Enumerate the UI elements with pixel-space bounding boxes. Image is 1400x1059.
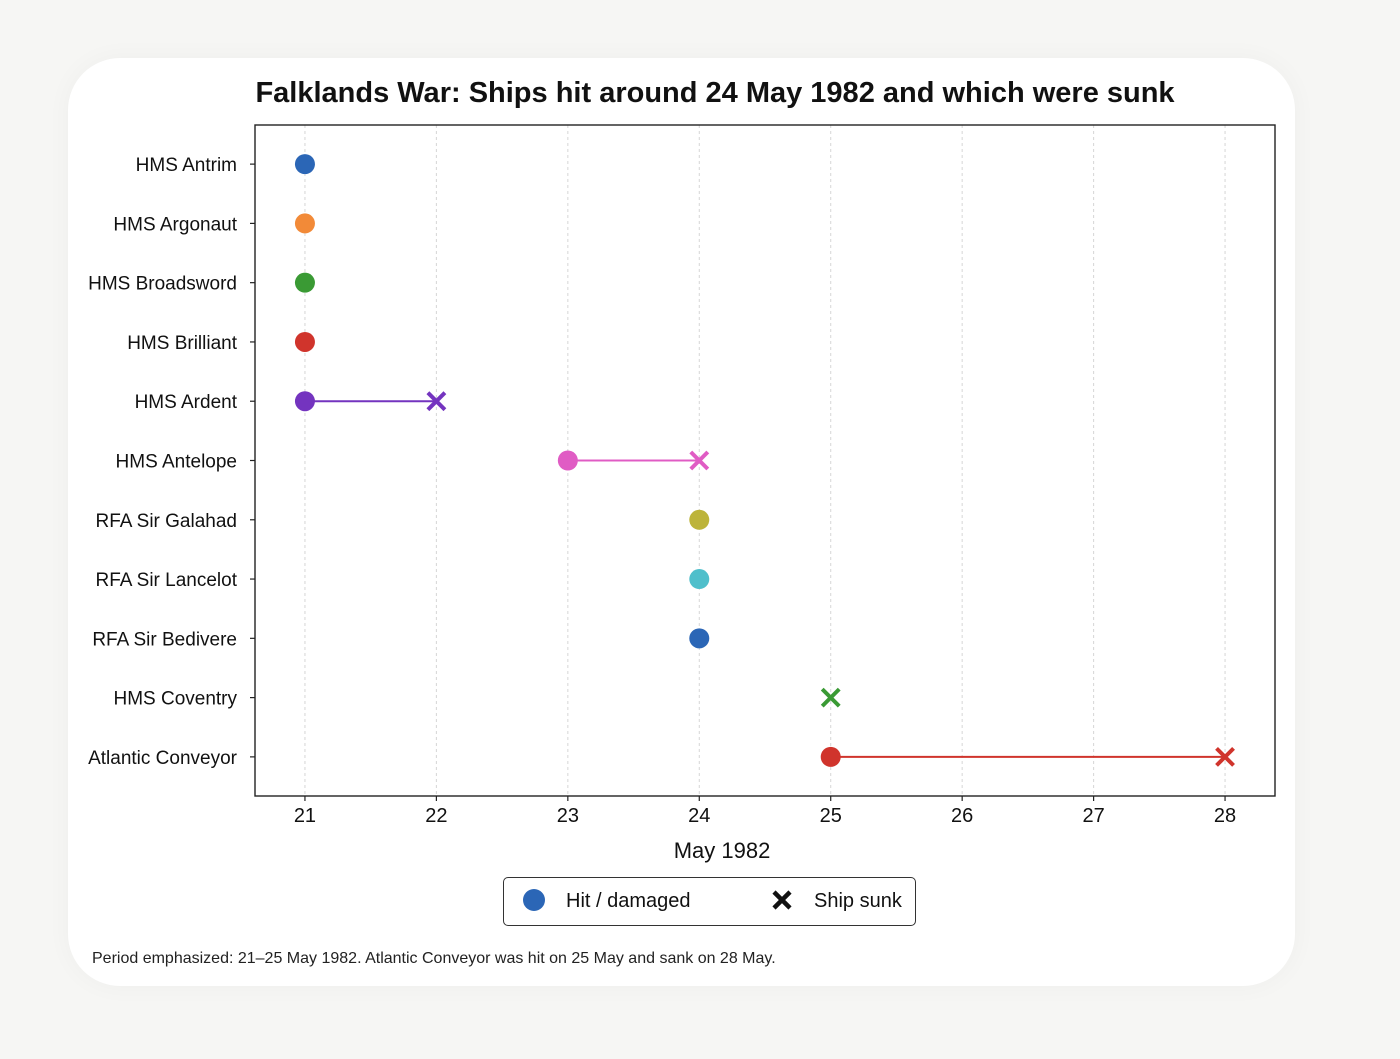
legend-sunk-label: Ship sunk — [814, 890, 902, 912]
legend-circle-icon — [523, 889, 545, 911]
y-tick-label: HMS Brilliant — [127, 333, 238, 354]
hit-marker — [294, 213, 315, 234]
y-tick-label: HMS Broadsword — [88, 274, 237, 295]
x-tick-label: 26 — [951, 805, 973, 827]
x-tick-label: 22 — [425, 805, 447, 827]
legend: Hit / damaged Ship sunk — [503, 877, 916, 926]
y-tick-label: HMS Antrim — [136, 155, 237, 176]
hit-marker — [689, 628, 710, 649]
footnote: Period emphasized: 21–25 May 1982. Atlan… — [92, 950, 776, 967]
y-tick-label: HMS Antelope — [116, 452, 237, 473]
hit-marker — [294, 331, 315, 352]
x-axis: 21 22 23 24 25 26 27 28 — [294, 796, 1236, 827]
hit-marker — [294, 391, 315, 412]
sunk-marker — [1215, 746, 1235, 767]
data-marks — [294, 154, 1235, 767]
y-tick-label: RFA Sir Lancelot — [95, 570, 237, 591]
hit-marker — [689, 509, 710, 530]
y-tick-label: Atlantic Conveyor — [88, 748, 238, 769]
x-tick-label: 28 — [1214, 805, 1236, 827]
y-tick-label: HMS Ardent — [135, 392, 238, 413]
y-tick-label: HMS Argonaut — [113, 214, 237, 235]
legend-sunk-marker — [772, 890, 792, 910]
x-axis-label: May 1982 — [674, 838, 771, 863]
x-tick-label: 21 — [294, 805, 316, 827]
legend-x-icon — [772, 890, 792, 910]
gridlines — [304, 125, 1226, 796]
sunk-marker — [820, 687, 841, 708]
hit-marker — [820, 746, 841, 767]
x-tick-label: 25 — [820, 805, 842, 827]
legend-hit-marker — [523, 889, 545, 911]
plot-area — [255, 125, 1275, 796]
y-tick-label: RFA Sir Galahad — [95, 511, 237, 532]
x-tick-label: 23 — [557, 805, 579, 827]
sunk-marker — [689, 450, 710, 471]
hit-marker — [689, 569, 710, 590]
y-tick-label: RFA Sir Bedivere — [92, 629, 237, 650]
hit-marker — [294, 154, 315, 175]
hit-marker — [294, 272, 315, 293]
sunk-marker — [426, 391, 447, 412]
x-tick-label: 27 — [1082, 805, 1104, 827]
hit-marker — [557, 450, 578, 471]
legend-hit-label: Hit / damaged — [566, 890, 691, 912]
x-tick-label: 24 — [688, 805, 710, 827]
y-axis: HMS Antrim HMS Argonaut HMS Broadsword HMS … — [88, 155, 255, 769]
chart-title: Falklands War: Ships hit around 24 May 1… — [255, 77, 1175, 109]
y-tick-label: HMS Coventry — [113, 689, 237, 710]
